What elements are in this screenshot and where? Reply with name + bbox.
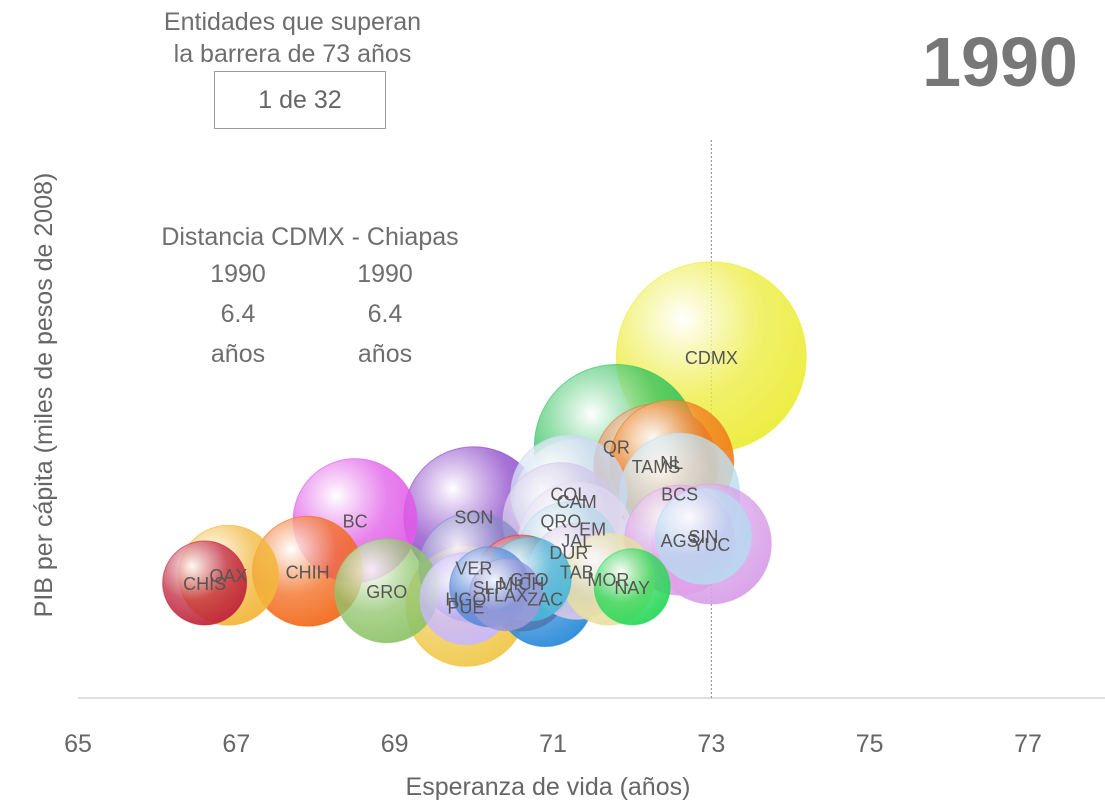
- bubble-label-yuc: YUC: [692, 535, 730, 555]
- counter-panel: Entidades que superan la barrera de 73 a…: [95, 6, 490, 70]
- x-tick-label: 75: [856, 730, 884, 758]
- x-tick-label: 73: [697, 730, 725, 758]
- bubble-label-oax: OAX: [209, 566, 247, 586]
- distance-b-year: 1990: [357, 260, 413, 288]
- distance-a-value: 6.4: [220, 300, 256, 328]
- counter-title-line2: la barrera de 73 años: [173, 40, 412, 68]
- bubble-label-cdmx: CDMX: [685, 348, 738, 368]
- distance-a-year: 1990: [210, 260, 266, 288]
- distance-column-a: 1990 6.4 años: [178, 254, 298, 374]
- bubble-tlax[interactable]: [469, 558, 542, 632]
- distance-b-value: 6.4: [367, 300, 403, 328]
- bubble-label-ver: VER: [455, 558, 492, 578]
- bubble-label-tab: TAB: [560, 562, 594, 582]
- bubble-label-pue: PUE: [447, 597, 484, 617]
- x-tick-label: 67: [222, 730, 250, 758]
- bubble-chis[interactable]: [162, 540, 248, 626]
- distance-column-b: 1990 6.4 años: [325, 254, 445, 374]
- x-tick-label: 69: [381, 730, 409, 758]
- bubble-label-chis: CHIS: [183, 574, 226, 594]
- bubble-label-mor: MOR: [587, 570, 629, 590]
- bubble-label-tams: TAMS: [632, 457, 681, 477]
- distance-b-unit: años: [357, 340, 413, 368]
- distance-title: Distancia CDMX - Chiapas: [161, 223, 459, 251]
- bubble-label-gto: GTO: [510, 570, 549, 590]
- x-tick-label: 77: [1014, 730, 1042, 758]
- bubble-label-zac: ZAC: [527, 590, 563, 610]
- y-axis-title: PIB per cápita (miles de pesos de 2008): [30, 173, 58, 618]
- bubble-label-em: EM: [579, 519, 606, 539]
- bubble-label-cam: CAM: [557, 492, 597, 512]
- counter-title-line1: Entidades que superan: [163, 8, 422, 36]
- counter-value-box: 1 de 32: [214, 71, 386, 129]
- x-tick-label: 71: [539, 730, 567, 758]
- bubble-label-nl: NL: [660, 453, 683, 473]
- bubble-nay[interactable]: [593, 548, 671, 626]
- bubble-label-bc: BC: [343, 512, 368, 532]
- bubble-label-qr: QR: [603, 438, 630, 458]
- bubble-label-dur: DUR: [549, 543, 588, 563]
- distance-a-unit: años: [210, 340, 266, 368]
- x-axis-title: Esperanza de vida (años): [406, 773, 691, 801]
- bubble-label-bcs: BCS: [661, 484, 698, 504]
- bubble-label-qro: QRO: [540, 512, 581, 532]
- bubble-label-slp: SLP: [473, 578, 507, 598]
- bubble-label-chih: CHIH: [286, 562, 330, 582]
- x-tick-label: 65: [64, 730, 92, 758]
- bubbles-group: [162, 261, 807, 667]
- bubble-label-col: COL: [550, 484, 587, 504]
- bubble-label-jal: JAL: [561, 531, 592, 551]
- bubble-label-ags: AGS: [661, 531, 699, 551]
- bubble-label-nay: NAY: [614, 578, 650, 598]
- bubble-label-tlax: TLAX: [483, 586, 528, 606]
- bubble-label-son: SON: [454, 508, 493, 528]
- bubble-label-sin: SIN: [688, 527, 718, 547]
- x-ticks-group: 65 67 69 71 73 75 77: [64, 730, 1042, 758]
- bubble-label-mich: MICH: [498, 574, 544, 594]
- bubble-label-gro: GRO: [366, 582, 407, 602]
- year-display: 1990: [922, 23, 1078, 101]
- bubble-sin[interactable]: [654, 487, 752, 585]
- bubble-label-hgo: HGO: [445, 590, 486, 610]
